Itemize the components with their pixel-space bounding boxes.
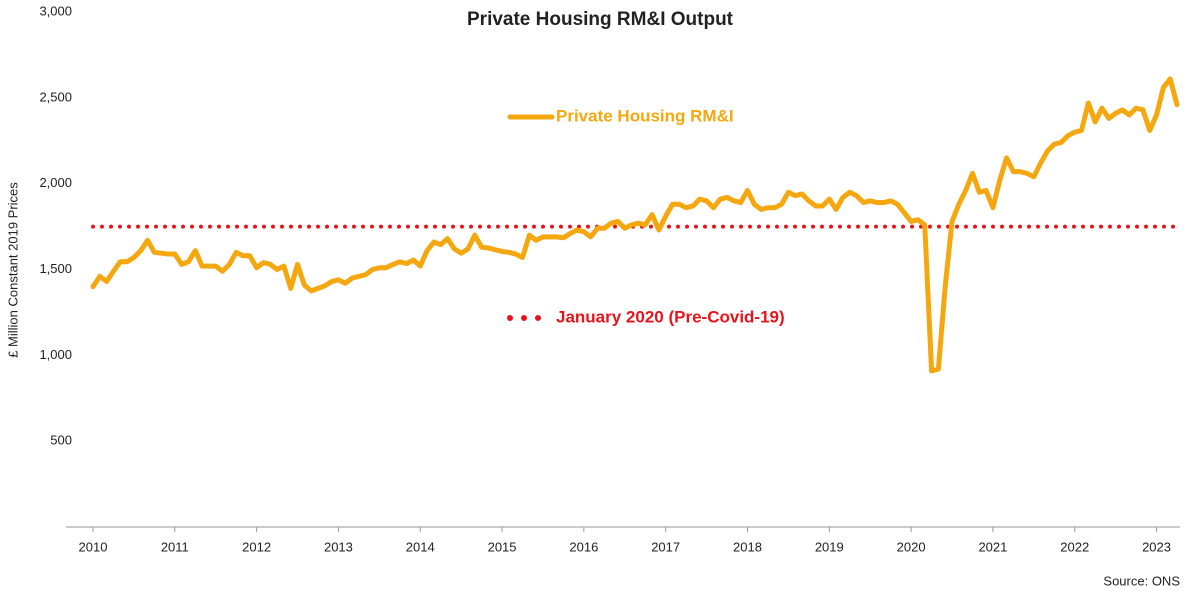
y-tick-label: - bbox=[68, 518, 72, 533]
y-tick-label: 1,000 bbox=[39, 347, 72, 362]
y-tick-label: 1,500 bbox=[39, 261, 72, 276]
y-tick-label: 500 bbox=[50, 433, 72, 448]
x-tick-label: 2014 bbox=[406, 539, 435, 554]
x-tick-label: 2010 bbox=[79, 539, 108, 554]
x-tick-label: 2022 bbox=[1060, 539, 1089, 554]
x-tick-label: 2013 bbox=[324, 539, 353, 554]
x-tick-label: 2015 bbox=[488, 539, 517, 554]
chart-title: Private Housing RM&I Output bbox=[467, 9, 734, 30]
y-tick-label: 3,000 bbox=[39, 3, 72, 18]
x-tick-label: 2018 bbox=[733, 539, 762, 554]
y-tick-label: 2,000 bbox=[39, 175, 72, 190]
line-series bbox=[90, 76, 1180, 374]
x-tick-label: 2012 bbox=[242, 539, 271, 554]
x-tick-label: 2017 bbox=[651, 539, 680, 554]
x-tick-label: 2023 bbox=[1142, 539, 1171, 554]
legend-label: January 2020 (Pre-Covid-19) bbox=[556, 307, 785, 326]
x-tick-label: 2011 bbox=[161, 539, 189, 554]
x-tick-label: 2021 bbox=[978, 539, 1007, 554]
legend-label: Private Housing RM&I bbox=[556, 106, 734, 125]
x-tick-label: 2020 bbox=[897, 539, 926, 554]
source-note: Source: ONS bbox=[1103, 573, 1180, 588]
x-tick-label: 2019 bbox=[815, 539, 844, 554]
x-tick-label: 2016 bbox=[569, 539, 598, 554]
y-axis-label: £ Million Constant 2019 Prices bbox=[5, 182, 20, 358]
y-tick-label: 2,500 bbox=[39, 89, 72, 104]
